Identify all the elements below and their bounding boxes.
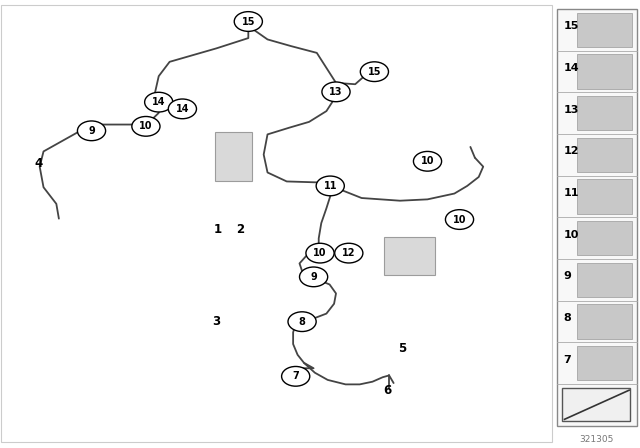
Circle shape [413,151,442,171]
Circle shape [335,243,363,263]
Text: 10: 10 [420,156,435,166]
Bar [577,263,632,297]
Text: 4: 4 [35,157,42,171]
Bar [577,13,632,47]
Text: 12: 12 [563,146,579,156]
Bar [557,9,637,426]
Text: 8: 8 [299,317,305,327]
Text: 11: 11 [323,181,337,191]
Text: 3: 3 [212,315,220,328]
Circle shape [234,12,262,31]
Bar [577,96,632,130]
Bar [577,179,632,214]
Text: 6: 6 [383,384,391,397]
Bar [577,304,632,339]
Text: 9: 9 [563,271,571,281]
Bar [1,5,552,442]
Text: 1: 1 [214,223,221,236]
Text: 2: 2 [236,223,244,236]
Bar [562,388,630,421]
Circle shape [445,210,474,229]
Text: 9: 9 [88,126,95,136]
Bar [577,221,632,255]
Circle shape [168,99,196,119]
Text: 15: 15 [367,67,381,77]
Circle shape [306,243,334,263]
Text: 321305: 321305 [580,435,614,444]
Text: 14: 14 [175,104,189,114]
FancyBboxPatch shape [214,133,252,181]
Text: 7: 7 [292,371,299,381]
Text: 11: 11 [563,188,579,198]
Text: 14: 14 [152,97,166,107]
Text: 10: 10 [313,248,327,258]
Circle shape [145,92,173,112]
Circle shape [300,267,328,287]
Bar [577,346,632,380]
Circle shape [132,116,160,136]
Text: 15: 15 [563,22,579,31]
Circle shape [360,62,388,82]
FancyBboxPatch shape [385,237,435,275]
Circle shape [322,82,350,102]
Bar [577,138,632,172]
Text: 10: 10 [139,121,153,131]
Text: 12: 12 [342,248,356,258]
Circle shape [282,366,310,386]
Circle shape [288,312,316,332]
Text: 13: 13 [563,105,579,115]
Text: 10: 10 [452,215,467,224]
Bar [577,54,632,89]
Text: 7: 7 [563,355,571,365]
Text: 8: 8 [563,313,571,323]
Text: 5: 5 [398,342,406,355]
Text: 15: 15 [241,17,255,26]
Text: 10: 10 [563,230,579,240]
Text: 14: 14 [563,63,579,73]
Text: 9: 9 [310,272,317,282]
Circle shape [316,176,344,196]
Circle shape [77,121,106,141]
Text: 13: 13 [329,87,343,97]
